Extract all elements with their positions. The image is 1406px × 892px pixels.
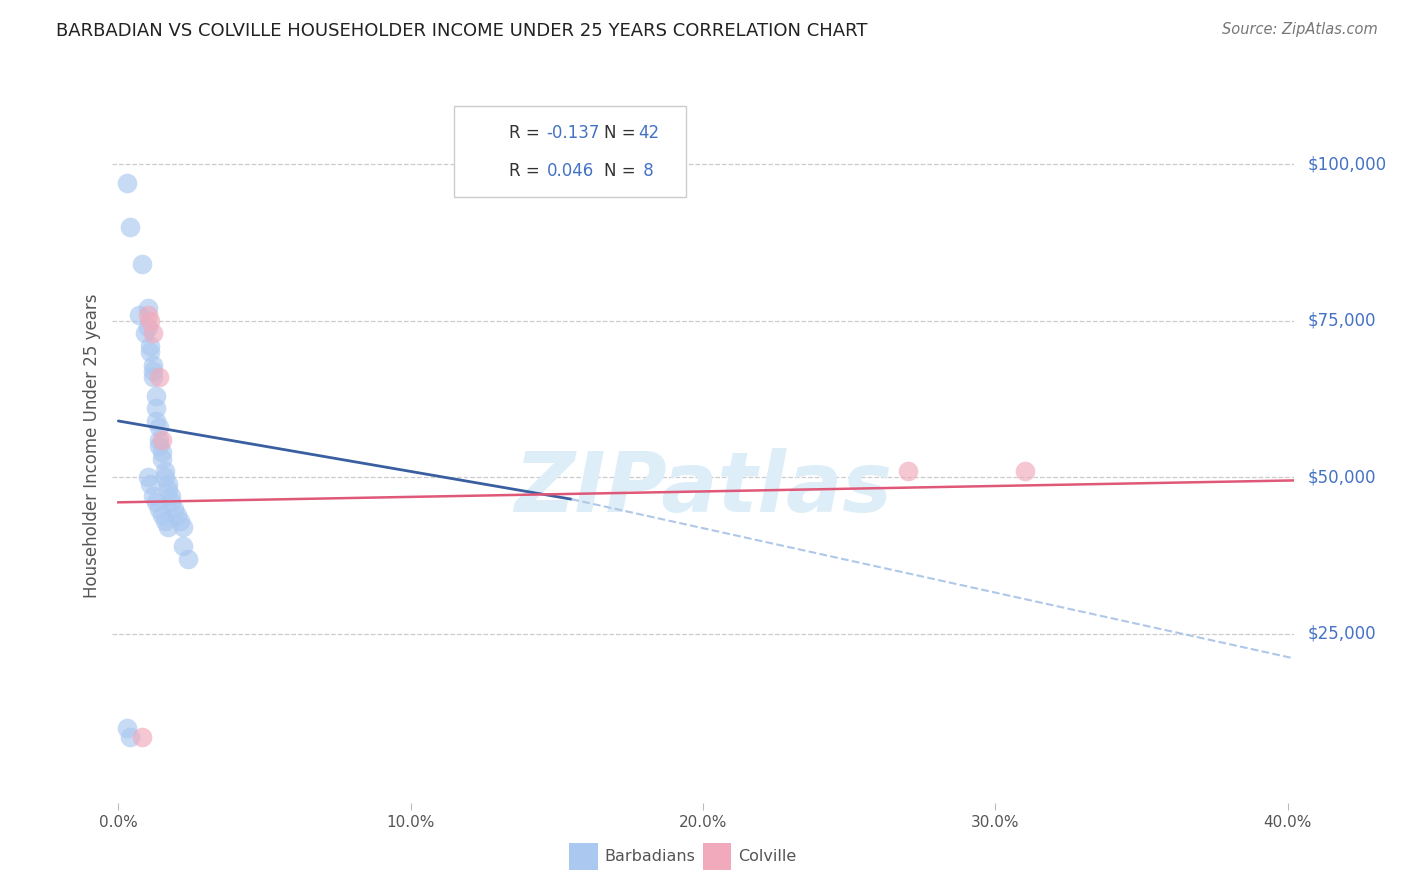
Point <box>148 501 170 516</box>
Point <box>142 364 165 378</box>
Point <box>134 326 156 341</box>
Text: $50,000: $50,000 <box>1308 468 1376 486</box>
Point <box>128 308 150 322</box>
Point <box>160 489 183 503</box>
Point <box>157 476 180 491</box>
Point <box>169 514 191 528</box>
Point <box>142 489 165 503</box>
Point <box>1014 464 1036 478</box>
Point <box>160 495 183 509</box>
Text: R =: R = <box>509 124 544 142</box>
Point <box>139 314 162 328</box>
Text: Colville: Colville <box>738 849 796 863</box>
Text: $75,000: $75,000 <box>1308 312 1376 330</box>
Text: Source: ZipAtlas.com: Source: ZipAtlas.com <box>1222 22 1378 37</box>
Point <box>115 176 138 190</box>
Text: BARBADIAN VS COLVILLE HOUSEHOLDER INCOME UNDER 25 YEARS CORRELATION CHART: BARBADIAN VS COLVILLE HOUSEHOLDER INCOME… <box>56 22 868 40</box>
Point <box>153 470 176 484</box>
Point <box>142 326 165 341</box>
Text: 0.046: 0.046 <box>547 161 593 179</box>
Point <box>150 451 173 466</box>
Point <box>139 476 162 491</box>
Point <box>166 508 188 522</box>
Point <box>153 514 176 528</box>
Point <box>136 308 159 322</box>
Point <box>142 370 165 384</box>
Point <box>153 464 176 478</box>
Text: N =: N = <box>605 124 641 142</box>
Y-axis label: Householder Income Under 25 years: Householder Income Under 25 years <box>83 293 101 599</box>
Point <box>115 721 138 735</box>
Point <box>172 520 194 534</box>
Point <box>177 551 200 566</box>
Point <box>148 370 170 384</box>
Point <box>139 339 162 353</box>
Point <box>148 433 170 447</box>
Point <box>172 539 194 553</box>
Point <box>145 389 167 403</box>
Point <box>150 445 173 459</box>
Point <box>148 439 170 453</box>
Point <box>131 257 153 271</box>
Point <box>150 508 173 522</box>
Point <box>897 464 920 478</box>
Text: R =: R = <box>509 161 544 179</box>
Text: 8: 8 <box>638 161 654 179</box>
Point <box>163 501 186 516</box>
Point <box>118 730 141 744</box>
Text: $25,000: $25,000 <box>1308 624 1376 643</box>
Point <box>145 414 167 428</box>
Point <box>157 483 180 497</box>
Point <box>136 301 159 316</box>
Point <box>150 433 173 447</box>
Point <box>136 320 159 334</box>
Point <box>139 345 162 359</box>
Point <box>145 495 167 509</box>
Text: -0.137: -0.137 <box>547 124 600 142</box>
Point <box>118 219 141 234</box>
Text: 42: 42 <box>638 124 659 142</box>
Point <box>136 470 159 484</box>
Point <box>142 358 165 372</box>
Point <box>157 520 180 534</box>
Text: $100,000: $100,000 <box>1308 155 1386 173</box>
Point <box>148 420 170 434</box>
Text: ZIPatlas: ZIPatlas <box>515 449 891 529</box>
Text: N =: N = <box>605 161 641 179</box>
Point <box>131 730 153 744</box>
Point <box>145 401 167 416</box>
Text: Barbadians: Barbadians <box>605 849 696 863</box>
